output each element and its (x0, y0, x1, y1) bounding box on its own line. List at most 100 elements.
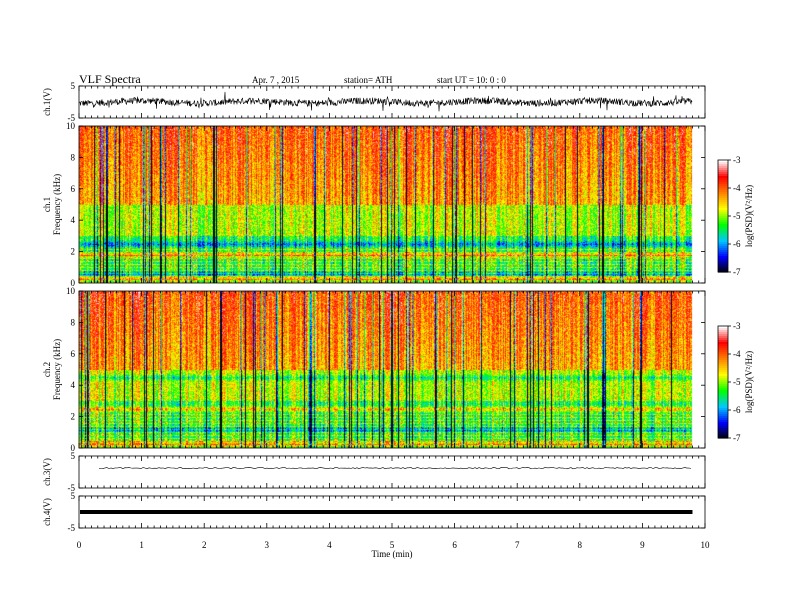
ch1-colorbar-cell (718, 166, 728, 169)
ch1spec-ytick-label: 6 (71, 184, 76, 194)
ch1-colorbar-cell (718, 212, 728, 215)
ch1spec-ytick-label: 4 (71, 215, 76, 225)
ch1-colorbar-cell (718, 172, 728, 175)
ch2-colorbar-cell (718, 342, 728, 345)
ch1-colorbar-cell (718, 220, 728, 223)
ch2spec-ytick-label: 2 (71, 412, 76, 422)
ch2-colorbar-cell (718, 388, 728, 391)
ch2-colorbar-tick-label: -5 (733, 377, 741, 387)
ch2-colorbar-cell (718, 366, 728, 369)
ch2-colorbar-cell (718, 418, 728, 421)
ch2-colorbar-cell (718, 414, 728, 417)
ch3wave-ytick-label: 5 (71, 451, 76, 461)
start-time-label: start UT = 10: 0 : 0 (437, 75, 506, 85)
x-tick-label: 8 (578, 540, 583, 550)
ch2-colorbar-cell (718, 376, 728, 379)
ch2-colorbar-cell (718, 396, 728, 399)
ch1-colorbar-cell (718, 254, 728, 257)
ch2-colorbar-cell (718, 394, 728, 397)
ch2-colorbar-cell (718, 436, 728, 439)
ch3wave-ylabel: ch.3(V) (42, 458, 52, 486)
ch2spec-ytick-label: 10 (66, 286, 76, 296)
ch2-colorbar-cell (718, 422, 728, 425)
ch1spec-ylabel: Frequency (kHz) (52, 174, 62, 235)
ch1-colorbar-cell (718, 210, 728, 213)
ch1wave-ytick-label: 5 (71, 81, 76, 91)
ch2-colorbar-cell (718, 352, 728, 355)
ch1-colorbar-cell (718, 232, 728, 235)
ch2-colorbar-cell (718, 372, 728, 375)
ch1-colorbar-cell (718, 222, 728, 225)
ch1-colorbar-cell (718, 262, 728, 265)
ch2-colorbar-cell (718, 340, 728, 343)
ch1-colorbar-cell (718, 198, 728, 201)
ch2-colorbar-cell (718, 416, 728, 419)
ch2-colorbar-cell (718, 412, 728, 415)
ch1-colorbar-cell (718, 206, 728, 209)
ch1-colorbar-cell (718, 196, 728, 199)
ch2-colorbar-cell (718, 380, 728, 383)
ch2-colorbar-cell (718, 370, 728, 373)
ch1-colorbar-cell (718, 270, 728, 273)
ch1-colorbar-cell (718, 250, 728, 253)
ch2-colorbar-tick-label: -6 (733, 405, 741, 415)
ch2-colorbar-cell (718, 400, 728, 403)
chart-title: VLF Spectra (79, 72, 141, 86)
ch2-colorbar-cell (718, 332, 728, 335)
ch2-colorbar-cell (718, 404, 728, 407)
ch1-colorbar-cell (718, 242, 728, 245)
ch1-colorbar-cell (718, 188, 728, 191)
x-tick-label: 7 (515, 540, 520, 550)
ch2-colorbar-cell (718, 336, 728, 339)
x-tick-label: 5 (390, 540, 395, 550)
ch1-spectrogram-image (79, 126, 705, 283)
ch2-colorbar-tick-label: -3 (733, 321, 741, 331)
ch1-colorbar-cell (718, 230, 728, 233)
x-tick-label: 6 (452, 540, 457, 550)
ch1-colorbar-tick-label: -7 (733, 267, 741, 277)
ch2-colorbar-cell (718, 362, 728, 365)
ch1-colorbar-cell (718, 208, 728, 211)
ch1-colorbar-cell (718, 260, 728, 263)
x-tick-label: 4 (327, 540, 332, 550)
ch1-colorbar-cell (718, 162, 728, 165)
ch1-waveform-line (78, 91, 693, 112)
ch2-colorbar-cell (718, 378, 728, 381)
ch1-colorbar-cell (718, 240, 728, 243)
ch3-waveform-panel: 5 -5 ch.3(V) (42, 451, 706, 493)
ch1-colorbar-cell (718, 200, 728, 203)
ch2-colorbar-cell (718, 350, 728, 353)
ch1-colorbar-tick-label: -4 (733, 183, 741, 193)
ch1-colorbar-cell (718, 164, 728, 167)
ch1-colorbar-cell (718, 168, 728, 171)
ch2-colorbar-cell (718, 382, 728, 385)
ch1-colorbar-cell (718, 214, 728, 217)
ch1-colorbar-cell (718, 176, 728, 179)
ch1spec-ytick-label: 2 (71, 247, 76, 257)
ch1-colorbar-cell (718, 184, 728, 187)
ch1-colorbar-cell (718, 228, 728, 231)
ch2spec-ylabel: Frequency (kHz) (52, 339, 62, 400)
ch1-colorbar-cell (718, 218, 728, 221)
ch2-colorbar-cell (718, 398, 728, 401)
ch2-colorbar-cell (718, 386, 728, 389)
ch2-colorbar-cell (718, 334, 728, 337)
ch2-colorbar-cell (718, 344, 728, 347)
ch1-colorbar-cell (718, 186, 728, 189)
ch1-colorbar-tick-label: -3 (733, 155, 741, 165)
ch4-waveform-panel: 5 -5 ch.4(V) (42, 491, 706, 533)
ch2-spectrogram-panel: 0 2 4 6 8 10 ch.2 Frequency (kHz) (42, 286, 706, 453)
ch1wave-ylabel: ch.1(V) (42, 88, 52, 116)
x-tick-label: 10 (701, 540, 711, 550)
ch1-colorbar-cell (718, 248, 728, 251)
ch2spec-ytick-label: 0 (71, 443, 76, 453)
ch1-colorbar-cell (718, 246, 728, 249)
ch1-colorbar-cell (718, 192, 728, 195)
station-label: station= ATH (344, 75, 393, 85)
ch2-colorbar-tick-label: -4 (733, 349, 741, 359)
ch1spec-ytick-label: 8 (71, 152, 76, 162)
ch1-colorbar-cell (718, 178, 728, 181)
ch1spec-ytick-label: 0 (71, 278, 76, 288)
ch2spec-ytick-label: 4 (71, 380, 76, 390)
